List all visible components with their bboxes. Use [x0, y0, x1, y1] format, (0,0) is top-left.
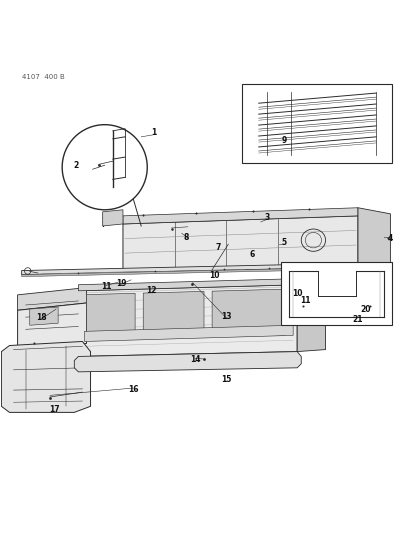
Text: 20: 20 — [361, 304, 371, 313]
Text: 7: 7 — [215, 243, 221, 252]
Text: 13: 13 — [221, 312, 231, 321]
Polygon shape — [143, 292, 204, 337]
Text: 17: 17 — [49, 405, 60, 414]
Text: 5: 5 — [282, 238, 287, 247]
Polygon shape — [358, 208, 390, 264]
Text: 18: 18 — [36, 313, 47, 322]
Text: 8: 8 — [184, 233, 189, 242]
Text: 2: 2 — [74, 160, 79, 169]
Text: 14: 14 — [190, 355, 200, 364]
Text: 9: 9 — [282, 135, 287, 144]
Text: 10: 10 — [292, 289, 302, 298]
Text: 15: 15 — [221, 375, 231, 384]
Polygon shape — [123, 208, 358, 224]
Polygon shape — [212, 289, 285, 336]
Polygon shape — [103, 210, 123, 226]
Polygon shape — [18, 303, 86, 350]
Text: 3: 3 — [264, 213, 269, 222]
Text: 16: 16 — [128, 385, 138, 394]
Text: 6: 6 — [249, 250, 255, 259]
Polygon shape — [78, 279, 297, 291]
Text: 11: 11 — [101, 282, 111, 291]
Polygon shape — [86, 293, 135, 338]
Text: 19: 19 — [116, 279, 126, 288]
Polygon shape — [30, 307, 58, 325]
Polygon shape — [1, 342, 91, 413]
Text: 21: 21 — [353, 316, 363, 325]
Polygon shape — [74, 352, 301, 372]
Text: 4: 4 — [388, 235, 393, 244]
Text: 12: 12 — [146, 286, 157, 295]
Polygon shape — [297, 279, 326, 352]
Circle shape — [62, 125, 147, 210]
Polygon shape — [84, 325, 293, 342]
Text: 11: 11 — [300, 296, 310, 305]
Bar — [242, 84, 392, 163]
Text: 4107  400 B: 4107 400 B — [22, 74, 64, 80]
Polygon shape — [78, 285, 297, 357]
Polygon shape — [22, 269, 297, 277]
Text: 10: 10 — [209, 271, 220, 280]
Polygon shape — [123, 216, 358, 272]
Polygon shape — [22, 264, 297, 274]
Bar — [281, 262, 392, 325]
Text: 1: 1 — [151, 128, 156, 138]
Polygon shape — [18, 288, 86, 310]
